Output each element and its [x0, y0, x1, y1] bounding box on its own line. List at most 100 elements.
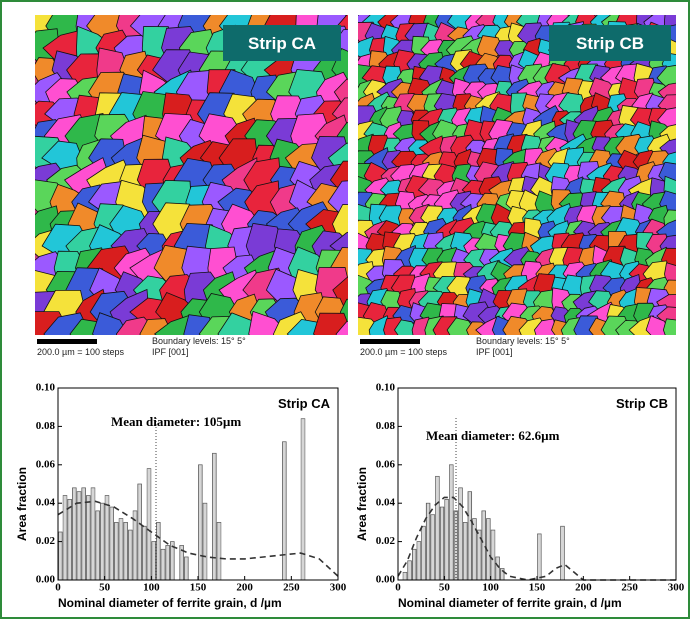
- x-tick-label: 250: [621, 582, 638, 594]
- bar: [123, 522, 128, 581]
- bar: [472, 518, 477, 581]
- scale-bar: [360, 339, 420, 344]
- scale-text: 200.0 µm = 100 steps: [37, 347, 124, 357]
- bar: [402, 571, 408, 581]
- bar: [453, 510, 459, 581]
- x-tick-label: 0: [55, 582, 61, 594]
- x-tick-label: 150: [190, 582, 207, 594]
- bar: [216, 522, 222, 581]
- ipf-text: IPF [001]: [476, 347, 513, 357]
- boundary-text: Boundary levels: 15° 5°: [476, 336, 570, 346]
- scale-text: 200.0 µm = 100 steps: [360, 347, 447, 357]
- x-tick-label: 100: [143, 582, 160, 594]
- bar: [495, 556, 500, 581]
- y-tick-label: 0.06: [376, 458, 396, 470]
- ebsd-map: [358, 15, 676, 335]
- bar: [62, 495, 68, 581]
- chart-title: Strip CB: [616, 396, 668, 411]
- x-tick-label: 200: [236, 582, 253, 594]
- y-tick-label: 0.08: [376, 420, 396, 432]
- map-label: Strip CA: [248, 34, 316, 53]
- x-tick-label: 0: [395, 582, 401, 594]
- bar: [156, 522, 161, 581]
- y-tick-label: 0.02: [36, 535, 56, 547]
- ebsd-grain: [533, 318, 557, 335]
- x-tick-label: 50: [99, 582, 111, 594]
- map-label-box: [223, 25, 341, 61]
- boundary-text: Boundary levels: 15° 5°: [152, 336, 246, 346]
- x-tick-label: 250: [283, 582, 300, 594]
- x-axis-label: Nominal diameter of ferrite grain, d /µm: [58, 596, 282, 610]
- bar: [449, 464, 454, 581]
- fit-curve: [57, 500, 339, 577]
- bar: [151, 541, 156, 581]
- bar: [537, 533, 542, 581]
- y-tick-label: 0.10: [36, 382, 56, 394]
- y-tick-label: 0.04: [376, 497, 396, 509]
- bar: [202, 502, 208, 581]
- bar: [421, 525, 426, 581]
- bar: [198, 464, 203, 581]
- bar: [407, 560, 412, 581]
- y-tick-label: 0.00: [376, 574, 396, 586]
- y-tick-label: 0.06: [36, 458, 56, 470]
- y-tick-label: 0.08: [36, 420, 56, 432]
- bar: [462, 522, 468, 581]
- y-axis-label: Area fraction: [15, 467, 29, 541]
- bar: [72, 487, 77, 581]
- bar: [481, 510, 486, 581]
- ebsd-grain: [313, 312, 348, 335]
- bar: [90, 487, 96, 581]
- ebsd-grain: [662, 318, 676, 335]
- bar: [444, 499, 449, 581]
- y-tick-label: 0.00: [36, 574, 56, 586]
- bar: [435, 475, 440, 581]
- bar: [416, 541, 422, 581]
- bar: [128, 529, 133, 581]
- bar: [490, 529, 496, 581]
- bar: [165, 545, 170, 581]
- map-label-box: [549, 25, 671, 61]
- bar: [425, 502, 431, 581]
- bar: [104, 495, 110, 581]
- bar: [467, 491, 473, 581]
- bar: [86, 495, 91, 581]
- y-tick-label: 0.02: [376, 535, 396, 547]
- bar: [132, 510, 138, 581]
- bar: [114, 522, 119, 581]
- bar: [282, 441, 287, 581]
- fit-curve: [397, 496, 676, 581]
- y-tick-label: 0.04: [36, 497, 56, 509]
- x-tick-label: 50: [439, 582, 451, 594]
- bar: [458, 487, 463, 581]
- bar: [160, 548, 166, 581]
- bar: [439, 506, 445, 581]
- ebsd-grain: [656, 64, 676, 90]
- bar: [100, 502, 105, 581]
- bar: [430, 514, 435, 581]
- annotation: Mean diameter: 62.6µm: [426, 428, 560, 443]
- x-tick-label: 100: [482, 582, 499, 594]
- ebsd-grain: [92, 312, 129, 335]
- bar: [95, 510, 100, 581]
- x-tick-label: 300: [330, 582, 347, 594]
- bar: [109, 506, 114, 581]
- ipf-text: IPF [001]: [152, 347, 189, 357]
- bar: [76, 491, 82, 581]
- ebsd-grain: [335, 320, 348, 335]
- bar: [58, 531, 63, 581]
- bar: [67, 499, 72, 581]
- bar: [118, 518, 124, 581]
- x-tick-label: 150: [529, 582, 546, 594]
- bar: [142, 525, 147, 581]
- bar: [300, 418, 306, 581]
- ebsd-map: [35, 15, 348, 335]
- x-tick-label: 200: [575, 582, 592, 594]
- scale-bar: [37, 339, 97, 344]
- bar: [184, 556, 189, 581]
- bar: [137, 483, 142, 581]
- ebsd-grain: [332, 276, 348, 310]
- annotation: Mean diameter: 105µm: [111, 414, 241, 429]
- bar: [212, 452, 217, 581]
